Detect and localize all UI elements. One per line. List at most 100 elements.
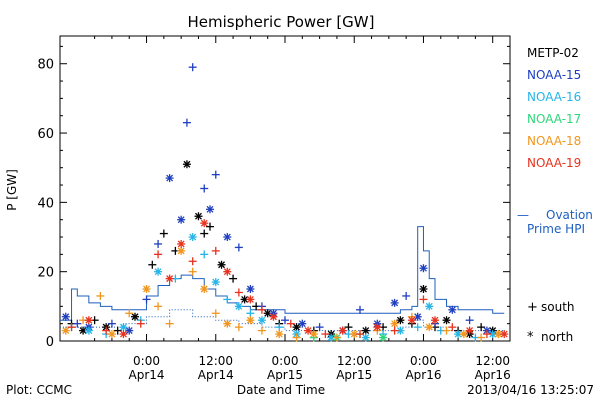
data-point [482,330,491,339]
star-marker-d2 [275,330,283,338]
data-point [304,326,313,335]
data-point [142,295,151,304]
star-marker-d2 [241,295,249,303]
data-point [431,316,439,325]
star-marker-d2 [223,233,231,241]
data-point [177,215,186,224]
star-marker-d2 [246,316,254,324]
data-point [73,319,82,328]
data-point [194,212,203,221]
ovation-label-line1: Ovation [546,208,593,222]
data-point [396,326,405,335]
data-point [390,319,399,328]
star-marker-d2 [108,330,116,338]
data-point [321,330,330,339]
data-point [419,295,428,304]
data-point [459,330,468,339]
data-point [211,309,220,318]
star-marker-d2 [177,216,185,224]
data-point [425,323,434,332]
data-point [61,312,70,321]
data-point [257,316,266,325]
star-marker-d2 [166,275,174,283]
x-tick-date-label: Apr14 [129,368,165,382]
star-marker-d2 [489,330,497,338]
star-marker-d2 [466,327,474,335]
star-marker-d2 [362,327,370,335]
data-point [356,305,364,314]
data-point [425,302,434,311]
legend-entry: NOAA-19 [527,156,581,170]
data-point [165,174,174,183]
star-marker-d2 [362,334,370,341]
data-point [119,330,128,339]
data-point [223,233,232,242]
marker-legend-symbol: + [527,300,538,315]
x-tick-label: 12:00 [337,354,372,368]
data-point [269,312,278,321]
star-marker-d2 [327,334,335,341]
legend-entry: NOAA-16 [527,90,581,104]
axes-layer: 0204060800:00Apr1412:00Apr140:00Apr1512:… [37,36,511,382]
data-point [142,285,151,294]
star-marker-d2 [304,327,312,335]
y-tick-label: 20 [37,266,54,281]
data-point [234,288,243,297]
star-marker-d2 [396,316,404,324]
star-marker-d2 [298,320,306,328]
data-point [246,316,255,325]
data-point [206,205,214,214]
data-point [234,323,243,332]
y-tick-label: 40 [37,196,54,211]
data-point [165,274,174,283]
ovation-layer [60,226,505,332]
star-marker-d2 [339,327,347,335]
star-marker-d2 [189,233,197,241]
data-point [84,326,93,335]
data-point [217,260,226,269]
data-point [448,323,457,332]
star-marker-d2 [154,268,162,276]
star-marker-d2 [85,316,93,324]
star-marker-d2 [500,330,508,338]
data-point [465,326,474,335]
x-tick-label: 0:00 [410,354,437,368]
data-point [442,326,451,335]
star-marker-d2 [246,295,254,303]
data-point [96,291,105,300]
star-marker-d2 [183,160,191,168]
data-point [448,305,457,314]
data-point [246,309,255,318]
marker-legend-label: south [541,300,575,314]
data-point [419,264,428,273]
data-point [177,246,186,255]
star-marker-d2 [293,323,300,331]
x-tick-label: 12:00 [198,354,233,368]
data-point [315,323,324,332]
star-marker-d2 [62,313,70,321]
star-marker-d2 [212,278,220,286]
x-tick-date-label: Apr16 [405,368,441,382]
star-marker-d2 [120,330,127,338]
data-point [102,326,111,335]
data-point [234,243,243,252]
data-point [182,160,191,169]
data-point [275,330,284,339]
x-tick-date-label: Apr15 [267,368,303,382]
data-point [419,285,428,294]
data-point [332,333,341,342]
ovation-label-line2: Prime HPI [527,222,585,236]
x-axis-label: Date and Time [237,383,325,397]
star-marker-d2 [420,285,427,293]
star-marker-d2 [246,285,254,293]
data-point [229,274,238,283]
data-point [188,267,197,276]
marker-legend-label: north [541,330,573,344]
star-marker-d2 [448,306,456,314]
star-marker-d2 [431,316,439,324]
y-tick-label: 60 [37,127,54,142]
data-point [338,326,347,335]
data-point [211,170,220,179]
footer-plot-credit: Plot: CCMC [6,383,72,397]
data-point [107,330,116,339]
